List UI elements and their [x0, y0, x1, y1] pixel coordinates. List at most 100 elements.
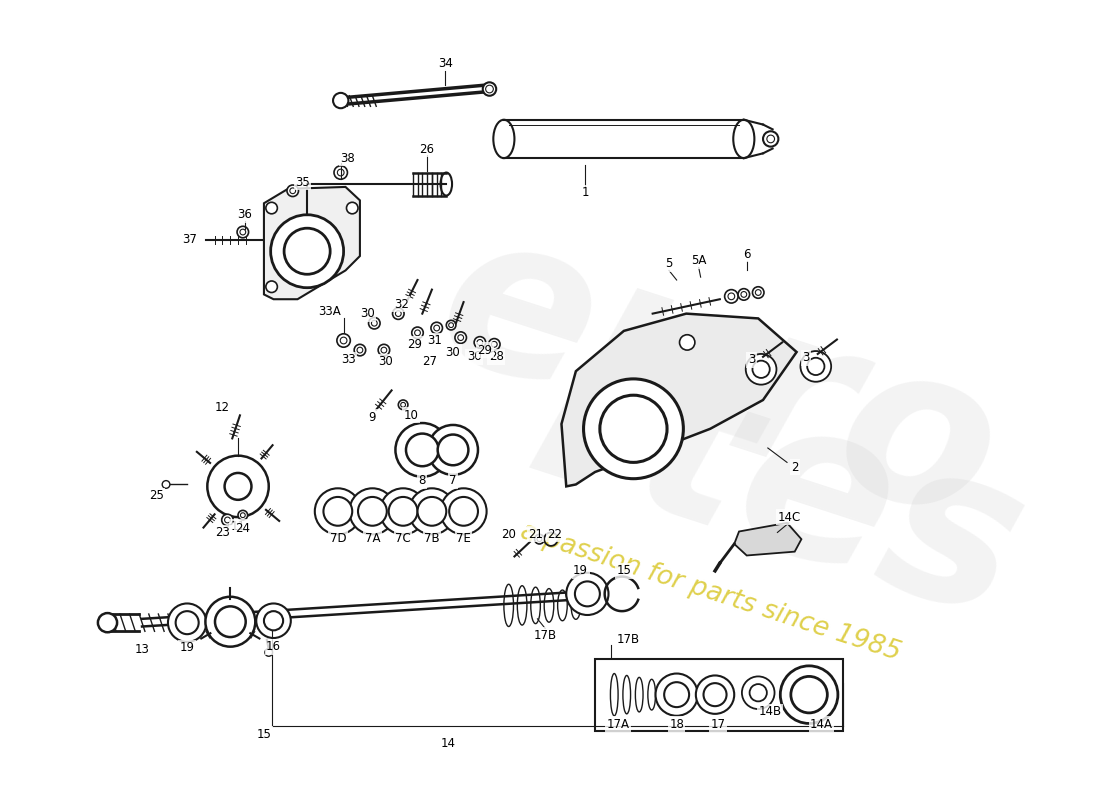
Circle shape: [271, 214, 343, 288]
Text: 14B: 14B: [758, 706, 781, 718]
Circle shape: [395, 423, 449, 477]
Circle shape: [728, 293, 735, 300]
Text: 17: 17: [711, 718, 725, 731]
Circle shape: [438, 434, 469, 466]
Text: 5A: 5A: [691, 254, 706, 267]
Text: 14A: 14A: [810, 718, 833, 731]
Circle shape: [98, 613, 117, 632]
Circle shape: [664, 682, 689, 707]
Text: 30: 30: [378, 355, 393, 368]
Circle shape: [398, 400, 408, 410]
Text: 1: 1: [582, 186, 590, 199]
Text: 3: 3: [803, 351, 810, 364]
Circle shape: [449, 497, 478, 526]
Circle shape: [381, 488, 426, 534]
Circle shape: [315, 488, 361, 534]
Circle shape: [485, 85, 493, 93]
Circle shape: [746, 354, 777, 385]
Circle shape: [696, 675, 734, 714]
Text: 7D: 7D: [330, 532, 346, 545]
Circle shape: [488, 338, 501, 350]
Circle shape: [474, 337, 485, 348]
Circle shape: [378, 344, 389, 356]
Circle shape: [162, 481, 169, 488]
Text: 36: 36: [238, 208, 252, 222]
Circle shape: [458, 334, 463, 341]
Circle shape: [240, 229, 245, 235]
Circle shape: [447, 320, 455, 330]
Circle shape: [358, 497, 387, 526]
Text: 34: 34: [438, 57, 453, 70]
Circle shape: [749, 684, 767, 702]
Circle shape: [388, 497, 418, 526]
Text: 16: 16: [266, 640, 280, 653]
Circle shape: [600, 395, 667, 462]
Circle shape: [168, 603, 207, 642]
Bar: [595, 659, 843, 731]
Text: 15: 15: [616, 564, 631, 578]
Circle shape: [224, 473, 252, 500]
Text: a passion for parts since 1985: a passion for parts since 1985: [517, 518, 904, 666]
Circle shape: [381, 347, 387, 353]
Circle shape: [433, 325, 440, 331]
Circle shape: [224, 517, 230, 523]
Polygon shape: [264, 187, 360, 299]
Circle shape: [741, 677, 774, 709]
Text: euro: euro: [415, 190, 1024, 571]
Circle shape: [752, 286, 764, 298]
Circle shape: [791, 677, 827, 713]
Circle shape: [238, 510, 248, 520]
Text: 6: 6: [742, 248, 750, 261]
Text: 19: 19: [179, 641, 195, 654]
Text: 17B: 17B: [617, 634, 640, 646]
Text: 32: 32: [394, 298, 408, 310]
Text: 11: 11: [231, 520, 245, 533]
Text: 34: 34: [438, 57, 453, 70]
Circle shape: [206, 597, 255, 646]
Circle shape: [807, 358, 824, 375]
Text: 7C: 7C: [395, 532, 411, 545]
Text: 29: 29: [407, 338, 422, 351]
Circle shape: [358, 347, 363, 353]
Text: 2: 2: [791, 461, 799, 474]
Text: 21: 21: [528, 528, 543, 541]
Circle shape: [738, 289, 749, 300]
Circle shape: [350, 488, 395, 534]
Circle shape: [477, 339, 483, 346]
Circle shape: [256, 603, 290, 638]
Circle shape: [393, 308, 404, 319]
Text: 30: 30: [360, 307, 375, 320]
Circle shape: [575, 582, 600, 606]
Text: 22: 22: [548, 528, 562, 541]
Circle shape: [449, 322, 453, 327]
Text: 37: 37: [183, 234, 198, 246]
Circle shape: [323, 497, 352, 526]
Circle shape: [266, 202, 277, 214]
Circle shape: [431, 322, 442, 334]
Text: 12: 12: [216, 401, 230, 414]
Circle shape: [238, 226, 249, 238]
Circle shape: [725, 290, 738, 303]
Text: 20: 20: [502, 528, 516, 541]
Circle shape: [680, 334, 695, 350]
Text: 35: 35: [295, 176, 310, 189]
Text: 38: 38: [340, 152, 355, 165]
Circle shape: [537, 537, 542, 542]
Text: rtes: rtes: [507, 307, 1047, 666]
Circle shape: [340, 337, 346, 344]
Circle shape: [395, 310, 402, 317]
Circle shape: [428, 425, 478, 475]
Circle shape: [266, 281, 277, 293]
Circle shape: [440, 488, 486, 534]
Circle shape: [411, 327, 424, 338]
Text: 27: 27: [422, 355, 438, 368]
Circle shape: [265, 649, 273, 656]
Circle shape: [264, 611, 283, 630]
Circle shape: [492, 342, 497, 347]
Circle shape: [214, 606, 245, 637]
Text: 8: 8: [419, 474, 426, 487]
Circle shape: [583, 379, 683, 478]
Text: 17B: 17B: [534, 629, 557, 642]
Text: 30: 30: [446, 346, 461, 358]
Circle shape: [535, 534, 544, 544]
